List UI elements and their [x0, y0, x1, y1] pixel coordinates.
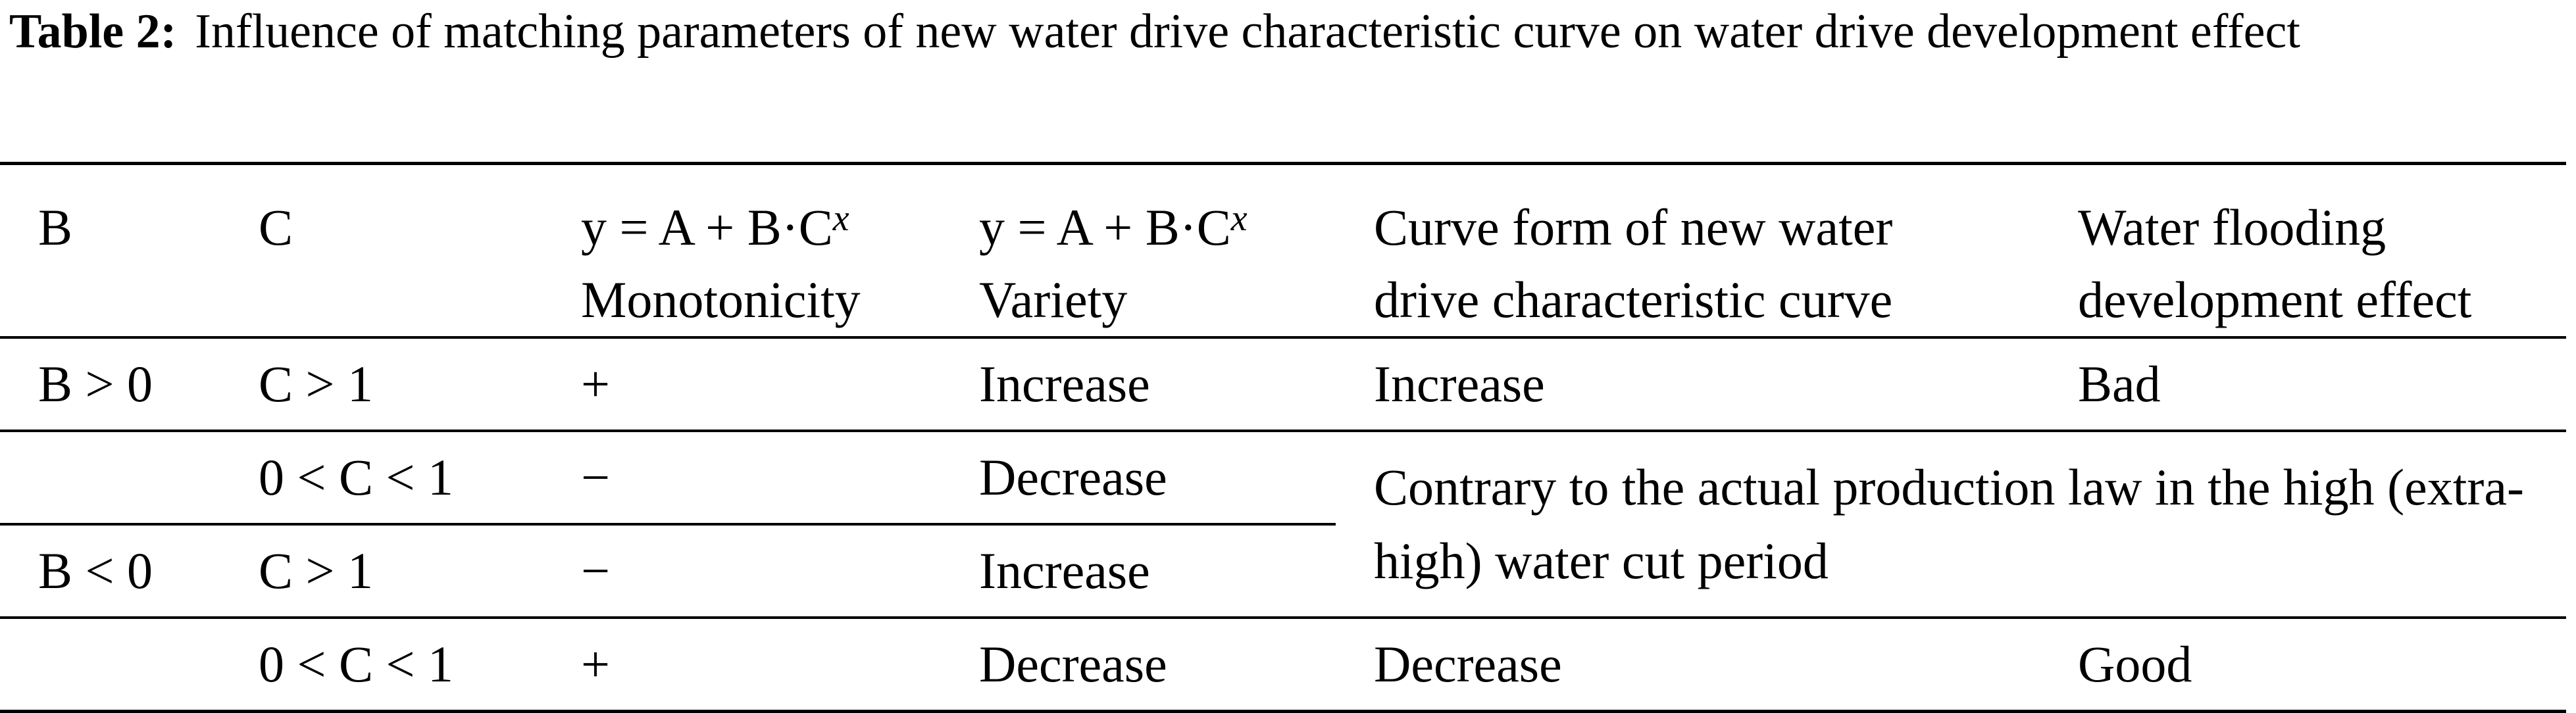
header-variety: y = A + B·Cx Variety — [941, 164, 1336, 338]
header-monotonicity-formula: y = A + B·C — [581, 199, 833, 256]
cell-curve-form: Increase — [1374, 355, 1545, 412]
cell-monotonicity: + — [581, 635, 610, 693]
header-monotonicity: y = A + B·Cx Monotonicity — [543, 164, 941, 338]
data-table: B C y = A + B·Cx Monotonicity y = A + B·… — [0, 162, 2566, 713]
table-row: 0 < C < 1 + Decrease Decrease Good — [0, 618, 2566, 712]
table-caption-text: Influence of matching parameters of new … — [195, 5, 2300, 59]
cell-merged-note: Contrary to the actual production law in… — [1374, 458, 2524, 589]
cell-variety: Increase — [979, 542, 1150, 599]
cell-variety: Decrease — [979, 635, 1167, 693]
cell-b — [0, 618, 220, 712]
table-header: B C y = A + B·Cx Monotonicity y = A + B·… — [0, 163, 2566, 338]
header-variety-exponent: x — [1230, 198, 1248, 239]
cell-c: C > 1 — [259, 542, 374, 599]
cell-c: 0 < C < 1 — [259, 635, 454, 693]
table-row: B > 0 C > 1 + Increase Increase Bad — [0, 337, 2566, 431]
header-variety-label: Variety — [979, 271, 1128, 328]
header-curve-form-line1: Curve form of new water — [1374, 199, 1893, 256]
table-header-row: B C y = A + B·Cx Monotonicity y = A + B·… — [0, 163, 2566, 338]
cell-variety: Decrease — [979, 449, 1167, 506]
header-monotonicity-label: Monotonicity — [581, 271, 861, 328]
cell-b: B < 0 — [38, 542, 153, 599]
header-effect-line1: Water flooding — [2078, 199, 2387, 256]
cell-effect: Bad — [2078, 355, 2161, 412]
table-body: B > 0 C > 1 + Increase Increase Bad 0 < … — [0, 337, 2566, 712]
header-monotonicity-exponent: x — [832, 198, 849, 239]
header-c: C — [259, 199, 293, 256]
cell-monotonicity: + — [581, 355, 610, 412]
table-caption: Table 2: Influence of matching parameters… — [9, 1, 2569, 62]
table-row: 0 < C < 1 − Decrease Contrary to the act… — [0, 431, 2566, 589]
header-monotonicity-formula-line: y = A + B·Cx — [581, 191, 941, 264]
cell-monotonicity: − — [581, 449, 610, 506]
header-effect-line2: development effect — [2078, 271, 2472, 328]
cell-b: B > 0 — [38, 355, 153, 412]
header-b: B — [38, 199, 73, 256]
cell-c: C > 1 — [259, 355, 374, 412]
cell-b — [0, 431, 220, 524]
cell-c: 0 < C < 1 — [259, 449, 454, 506]
table-caption-label: Table 2: — [9, 5, 177, 59]
cell-effect: Good — [2078, 635, 2192, 693]
table-row: B < 0 C > 1 − Increase — [0, 524, 2566, 618]
cell-curve-form: Decrease — [1374, 635, 1562, 693]
header-effect: Water flooding development effect — [2040, 164, 2566, 338]
header-curve-form-line2: drive characteristic curve — [1374, 271, 1893, 328]
header-variety-formula-line: y = A + B·Cx — [979, 191, 1336, 264]
header-variety-formula: y = A + B·C — [979, 199, 1231, 256]
header-curve-form: Curve form of new water drive characteri… — [1336, 164, 2040, 338]
cell-monotonicity: − — [581, 542, 610, 599]
cell-variety: Increase — [979, 355, 1150, 412]
